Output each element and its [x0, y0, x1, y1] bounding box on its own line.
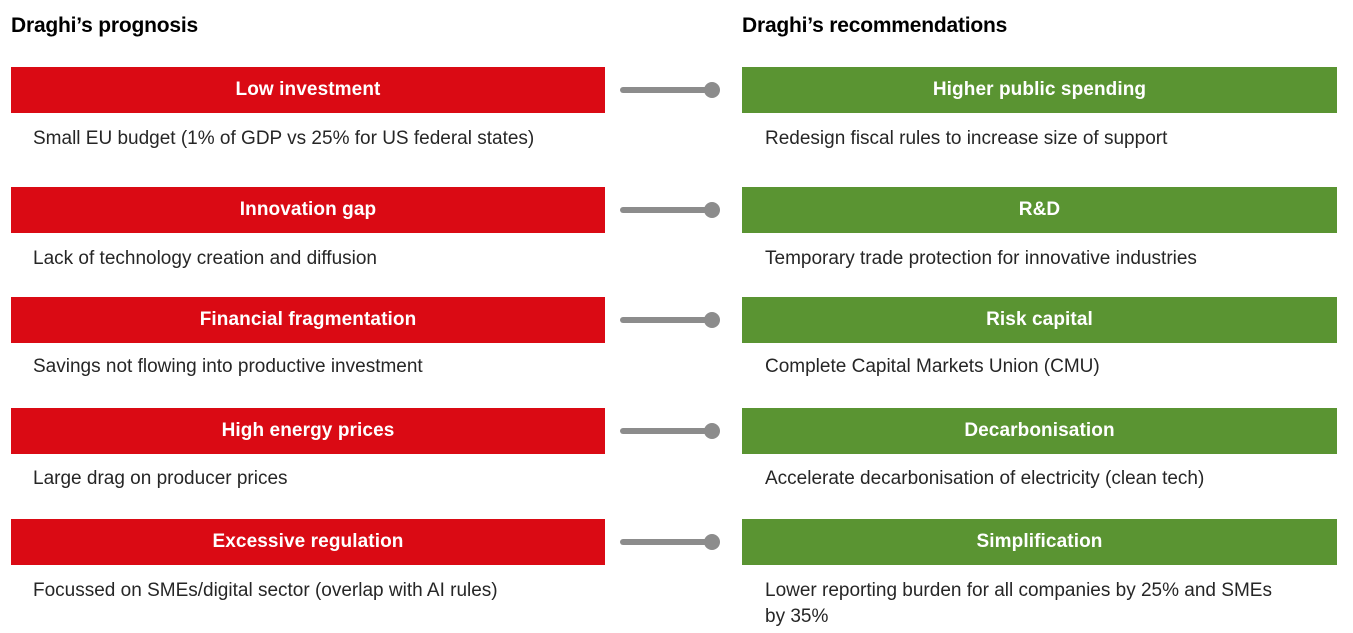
recommendation-description: Accelerate decarbonisation of electricit…	[765, 468, 1205, 489]
prognosis-description: Savings not flowing into productive inve…	[33, 356, 423, 377]
connector-line	[620, 87, 708, 93]
prognosis-bar-financial-fragmentation: Financial fragmentation	[11, 297, 605, 343]
recommendation-description: Lower reporting burden for all companies…	[765, 580, 1272, 627]
prognosis-description: Large drag on producer prices	[33, 468, 288, 489]
prognosis-description: Small EU budget (1% of GDP vs 25% for US…	[33, 128, 535, 149]
connector-line	[620, 539, 708, 545]
connector-dot-icon	[704, 534, 720, 550]
prognosis-bar-excessive-regulation: Excessive regulation	[11, 519, 605, 565]
recommendation-bar-higher-public-spending: Higher public spending	[742, 67, 1337, 113]
connector-dot-icon	[704, 312, 720, 328]
prognosis-bar-innovation-gap: Innovation gap	[11, 187, 605, 233]
recommendation-description: Complete Capital Markets Union (CMU)	[765, 356, 1100, 377]
prognosis-description: Focussed on SMEs/digital sector (overlap…	[33, 580, 498, 601]
recommendation-bar-risk-capital: Risk capital	[742, 297, 1337, 343]
recommendation-bar-decarbonisation: Decarbonisation	[742, 408, 1337, 454]
connector-dot-icon	[704, 202, 720, 218]
recommendation-bar-rd: R&D	[742, 187, 1337, 233]
prognosis-bar-low-investment: Low investment	[11, 67, 605, 113]
recommendation-description: Redesign fiscal rules to increase size o…	[765, 128, 1168, 149]
prognosis-bar-high-energy-prices: High energy prices	[11, 408, 605, 454]
left-column-title: Draghi’s prognosis	[11, 14, 198, 37]
connector-dot-icon	[704, 82, 720, 98]
connector-dot-icon	[704, 423, 720, 439]
connector-line	[620, 317, 708, 323]
connector-line	[620, 207, 708, 213]
recommendation-description: Temporary trade protection for innovativ…	[765, 248, 1197, 269]
prognosis-description: Lack of technology creation and diffusio…	[33, 248, 377, 269]
right-column-title: Draghi’s recommendations	[742, 14, 1008, 37]
recommendation-bar-simplification: Simplification	[742, 519, 1337, 565]
connector-line	[620, 428, 708, 434]
